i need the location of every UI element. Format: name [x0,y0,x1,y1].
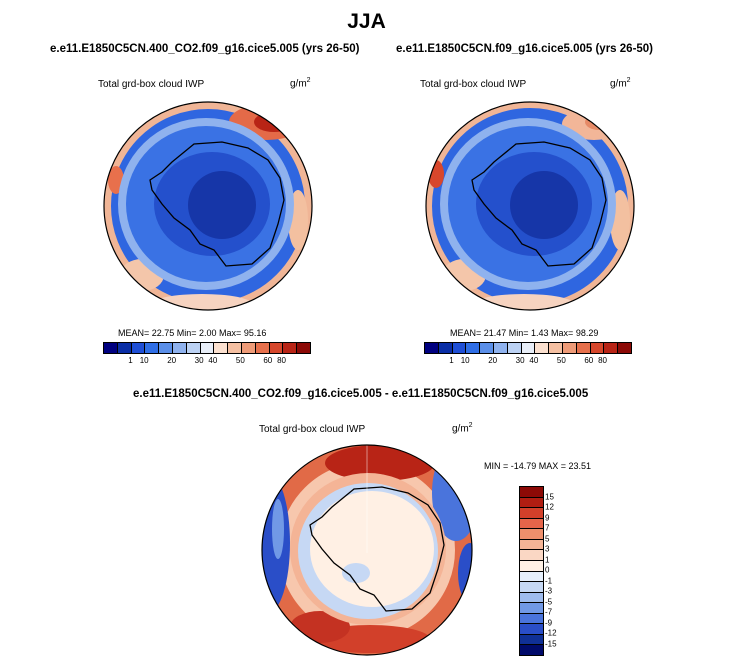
panel1-colorbar-swatch [131,343,146,353]
panel2-colorbar-swatch [425,343,439,353]
panel3-colorbar-swatch [520,582,543,593]
panel3-colorbar-tick: -7 [545,607,553,617]
panel3-colorbar-tick: 3 [545,544,550,554]
panel3-colorbar-swatch [520,613,543,625]
panel2-stats: MEAN= 21.47 Min= 1.43 Max= 98.29 [450,328,599,338]
panel2-colorbar-tick: 80 [598,356,607,365]
panel1-colorbar-ticks: 1 10 20 30 40 50 60 80 [103,356,309,368]
panel1-stats: MEAN= 22.75 Min= 2.00 Max= 95.16 [118,328,267,338]
panel1-colorbar-swatch [255,343,270,353]
panel3-colorbar-tick: -15 [545,639,557,648]
panel3-colorbar-swatch [520,592,543,604]
panel2-colorbar-tick: 10 [460,356,470,365]
panel1-colorbar-tick: 50 [235,356,245,365]
panel2-colorbar [424,342,632,354]
panel3-colorbar-swatch [520,539,543,551]
panel3-colorbar-tick: 1 [545,555,550,564]
panel2-colorbar-swatch [438,343,453,353]
panel3-colorbar-swatch [520,487,543,498]
panel1-polar-map [103,101,313,311]
panel2-colorbar-swatch [493,343,508,353]
panel3-colorbar-swatch [520,560,543,572]
panel2-colorbar-ticks: 1 10 20 30 40 50 60 80 [424,356,630,368]
panel2-colorbar-swatch [618,343,631,353]
panel2-variable-label: Total grd-box cloud IWP [420,79,527,90]
panel3-colorbar-swatch [520,624,543,635]
panel1-colorbar-tick: 1 [128,356,133,365]
panel3-colorbar-tick: 12 [545,502,554,512]
panel3-colorbar-tick: 5 [545,534,550,543]
panel2-colorbar-swatch [576,343,591,353]
panel2-polar-map [425,101,635,311]
panel1-colorbar-tick: 40 [208,356,218,365]
panel1-colorbar-swatch [145,343,160,353]
panel2-colorbar-tick: 40 [529,356,539,365]
panel3-colorbar-swatch [520,571,543,583]
panel1-units: g/m2 [290,77,311,90]
panel2-colorbar-tick: 1 [449,356,454,365]
panel3-colorbar-tick: 7 [545,523,550,533]
panel3-colorbar-tick: -3 [545,586,553,596]
panel2-colorbar-swatch [480,343,494,353]
panel3-colorbar-tick: 15 [545,492,554,501]
panel3-colorbar-tick: -9 [545,618,553,627]
panel2-colorbar-swatch [562,343,577,353]
panel2-colorbar-tick: 60 [584,356,594,365]
panel1-colorbar [103,342,311,354]
panel1-colorbar-swatch [200,343,215,353]
panel3-variable-label: Total grd-box cloud IWP [259,424,366,435]
panel1-colorbar-swatch [159,343,173,353]
panel2-case-title: e.e11.E1850C5CN.f09_g16.cice5.005 (yrs 2… [396,43,654,55]
panel1-colorbar-tick: 60 [263,356,273,365]
panel1-colorbar-swatch [104,343,118,353]
panel2-colorbar-tick: 30 [515,356,525,365]
panel3-colorbar-tick: 9 [545,513,550,522]
panel3-colorbar-swatch [520,603,543,614]
panel2-colorbar-tick: 50 [556,356,566,365]
panel3-colorbar-tick: -12 [545,628,557,638]
panel3-colorbar-swatch [520,645,543,655]
panel1-colorbar-swatch [283,343,298,353]
panel2-colorbar-swatch [590,343,605,353]
panel3-colorbar-tick: 0 [545,565,550,575]
panel3-polar-map [261,444,473,656]
panel2-colorbar-swatch [549,343,563,353]
panel1-case-title: e.e11.E1850C5CN.400_CO2.f09_g16.cice5.00… [50,43,360,55]
panel1-colorbar-swatch [241,343,256,353]
panel3-colorbar-swatch [520,634,543,646]
panel3-stats: MIN = -14.79 MAX = 23.51 [484,461,592,471]
panel3-colorbar-swatch [520,497,543,509]
panel3-colorbar-tick: -5 [545,597,553,606]
panel2-colorbar-swatch [521,343,536,353]
panel3-colorbar-swatch [520,550,543,561]
figure-title: JJA [347,10,386,33]
panel2-colorbar-swatch [507,343,522,353]
panel2-colorbar-swatch [604,343,619,353]
panel1-colorbar-tick: 80 [277,356,286,365]
panel1-colorbar-tick: 10 [139,356,149,365]
panel2-colorbar-swatch [466,343,481,353]
panel1-colorbar-swatch [186,343,201,353]
panel3-units: g/m2 [452,422,473,435]
panel1-colorbar-swatch [297,343,310,353]
panel3-colorbar-swatch [520,529,543,540]
panel3-colorbar-tick: -1 [545,576,553,585]
panel1-colorbar-tick: 20 [167,356,177,365]
panel2-colorbar-tick: 20 [488,356,498,365]
panel2-colorbar-swatch [535,343,550,353]
panel3-case-title: e.e11.E1850C5CN.400_CO2.f09_g16.cice5.00… [133,388,589,400]
panel1-colorbar-tick: 30 [194,356,204,365]
panel3-colorbar [519,486,544,656]
panel3-colorbar-swatch [520,518,543,530]
panel1-colorbar-swatch [228,343,242,353]
panel3-colorbar-swatch [520,508,543,519]
panel1-colorbar-swatch [172,343,187,353]
panel1-colorbar-swatch [214,343,229,353]
panel1-colorbar-swatch [117,343,132,353]
panel2-colorbar-swatch [452,343,467,353]
panel3-colorbar-ticks: 15 12 9 7 5 3 1 0 -1 -3 -5 -7 -9 -12 -15 [545,486,575,654]
panel1-colorbar-swatch [269,343,284,353]
panel1-variable-label: Total grd-box cloud IWP [98,79,205,90]
panel2-units: g/m2 [610,77,631,90]
